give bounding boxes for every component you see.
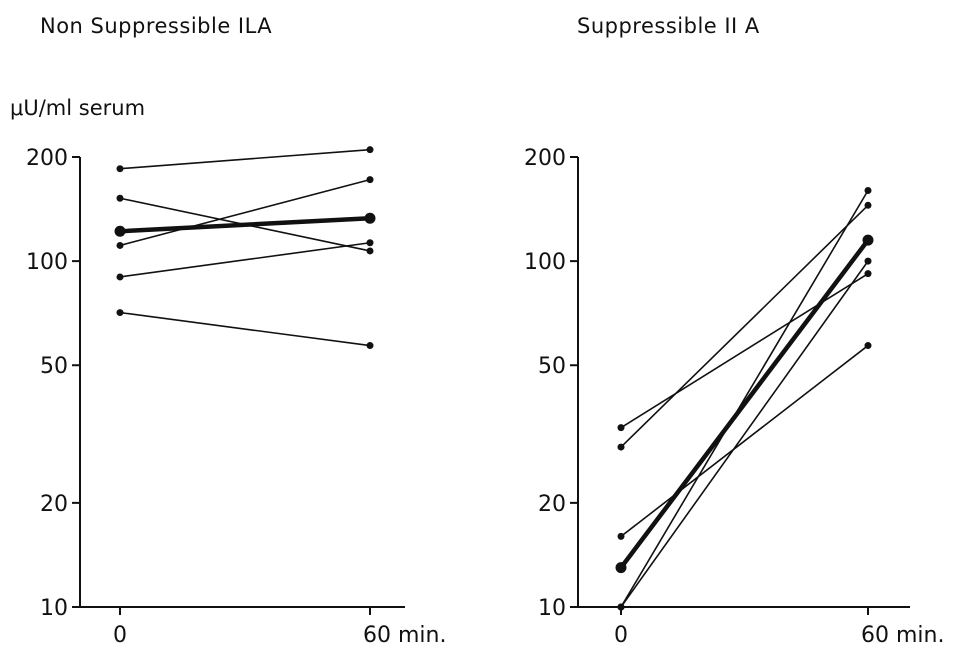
left-x-tick-label: 60 min.	[363, 623, 446, 648]
left-series-point	[364, 212, 376, 224]
left-series-point	[366, 239, 374, 247]
left-y-tick-label: 50	[40, 354, 68, 379]
right-series-line	[620, 344, 869, 538]
left-series-line	[119, 178, 371, 247]
right-series-point	[617, 424, 625, 432]
left-series-point	[116, 194, 124, 202]
right-x-tick-label: 60 min.	[861, 623, 944, 648]
y-axis-unit-label: μU/ml serum	[10, 96, 146, 120]
right-y-tick-label: 50	[538, 354, 566, 379]
right-series-point	[864, 342, 872, 350]
left-series-point	[116, 165, 124, 173]
right-chart-title: Suppressible II A	[577, 14, 760, 38]
left-series-point	[116, 241, 124, 249]
right-series-line	[620, 189, 869, 608]
left-series-line	[119, 241, 371, 278]
left-series-point	[114, 225, 126, 237]
left-x-tick-label: 0	[113, 623, 127, 648]
right-series-point	[864, 270, 872, 278]
right-x-tick-label: 0	[614, 623, 628, 648]
left-series-point	[366, 247, 374, 255]
left-series-point	[366, 176, 374, 184]
left-series-point	[366, 146, 374, 154]
right-chart: 10 20 50 100 200 0 60 min.	[524, 146, 944, 648]
left-y-tick-label: 20	[40, 492, 68, 517]
right-series-point	[862, 234, 874, 246]
right-series-line	[620, 204, 869, 448]
right-series-point	[864, 257, 872, 265]
left-series-point	[116, 273, 124, 281]
left-chart: 10 20 50 100 200 0 60 min.	[26, 146, 446, 648]
right-series-point	[617, 443, 625, 451]
left-series-point	[116, 309, 124, 317]
left-y-tick-label: 100	[26, 250, 68, 275]
right-series-point	[615, 562, 627, 574]
left-series-line	[117, 216, 373, 234]
right-series-line	[618, 237, 871, 570]
right-y-tick-label: 200	[524, 146, 566, 171]
left-y-tick-label: 10	[40, 596, 68, 621]
left-series-line	[119, 311, 371, 347]
right-series-line	[620, 272, 869, 429]
right-series-point	[617, 603, 625, 611]
right-y-tick-label: 10	[538, 596, 566, 621]
right-y-tick-label: 100	[524, 250, 566, 275]
right-series-line	[620, 260, 869, 608]
left-series-point	[366, 342, 374, 350]
right-series-point	[864, 201, 872, 209]
right-series-point	[617, 532, 625, 540]
left-chart-title: Non Suppressible ILA	[40, 14, 273, 38]
right-y-tick-label: 20	[538, 492, 566, 517]
left-series-line	[119, 148, 371, 170]
right-series-point	[864, 187, 872, 195]
left-y-tick-label: 200	[26, 146, 68, 171]
